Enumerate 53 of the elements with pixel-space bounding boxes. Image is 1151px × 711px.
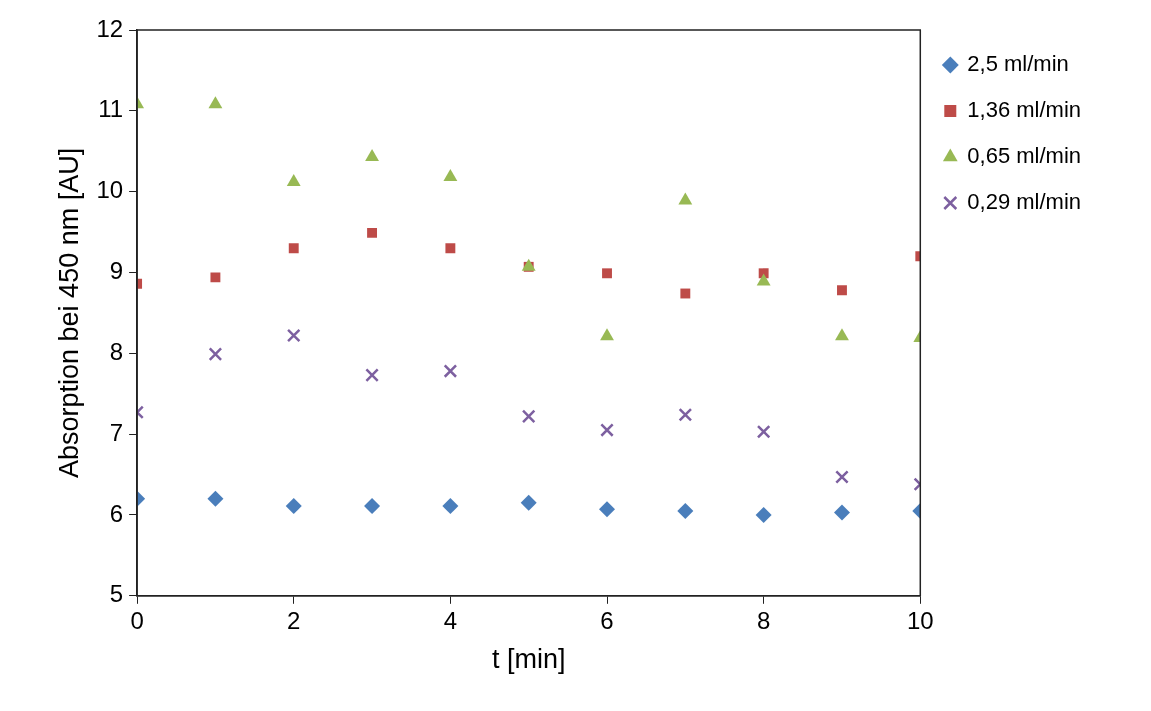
point xyxy=(443,169,458,182)
point xyxy=(755,506,772,523)
point xyxy=(364,498,381,515)
y-tick-label: 7 xyxy=(109,418,124,446)
y-axis-title: Absorption bei 450 nm [AU] xyxy=(53,147,84,478)
point xyxy=(286,328,301,343)
point xyxy=(286,173,301,186)
point xyxy=(837,285,847,296)
legend-label: 2,5 ml/min xyxy=(967,51,1069,77)
point xyxy=(599,501,616,518)
point xyxy=(756,273,771,286)
point xyxy=(680,288,691,299)
y-tick-label: 5 xyxy=(109,580,124,608)
x-tick-label: 6 xyxy=(600,606,614,634)
point xyxy=(288,243,299,254)
legend-label: 0,65 ml/min xyxy=(967,143,1082,169)
point xyxy=(520,494,537,511)
y-tick-label: 11 xyxy=(98,95,124,123)
point xyxy=(442,498,459,515)
x-axis-title: t [min] xyxy=(491,644,566,675)
point xyxy=(365,368,379,383)
point xyxy=(367,227,378,238)
point xyxy=(445,243,456,254)
x-tick-label: 2 xyxy=(287,606,301,634)
legend-label: 1,36 ml/min xyxy=(967,97,1082,123)
y-tick-label: 9 xyxy=(109,257,124,285)
x-tick-label: 4 xyxy=(443,606,458,634)
y-tick-label: 12 xyxy=(96,14,124,42)
point xyxy=(678,407,693,422)
point xyxy=(365,148,379,161)
x-tick-label: 0 xyxy=(130,606,144,634)
point xyxy=(443,364,458,378)
point xyxy=(677,502,694,519)
legend-label: 0,29 ml/min xyxy=(967,189,1082,215)
point xyxy=(208,347,223,362)
point xyxy=(210,272,221,283)
point xyxy=(600,328,614,341)
point xyxy=(678,192,693,205)
point xyxy=(208,96,223,109)
point xyxy=(207,490,224,507)
point xyxy=(835,470,849,484)
y-tick-label: 8 xyxy=(109,337,124,365)
x-tick-label: 8 xyxy=(756,606,771,634)
point xyxy=(600,423,614,438)
y-tick-label: 10 xyxy=(96,176,124,204)
y-tick-label: 6 xyxy=(109,499,124,527)
point xyxy=(285,498,302,515)
point xyxy=(835,328,849,341)
point xyxy=(833,504,850,521)
point xyxy=(756,424,771,439)
point xyxy=(602,268,612,279)
point xyxy=(521,409,536,424)
x-tick-label: 10 xyxy=(906,606,934,634)
